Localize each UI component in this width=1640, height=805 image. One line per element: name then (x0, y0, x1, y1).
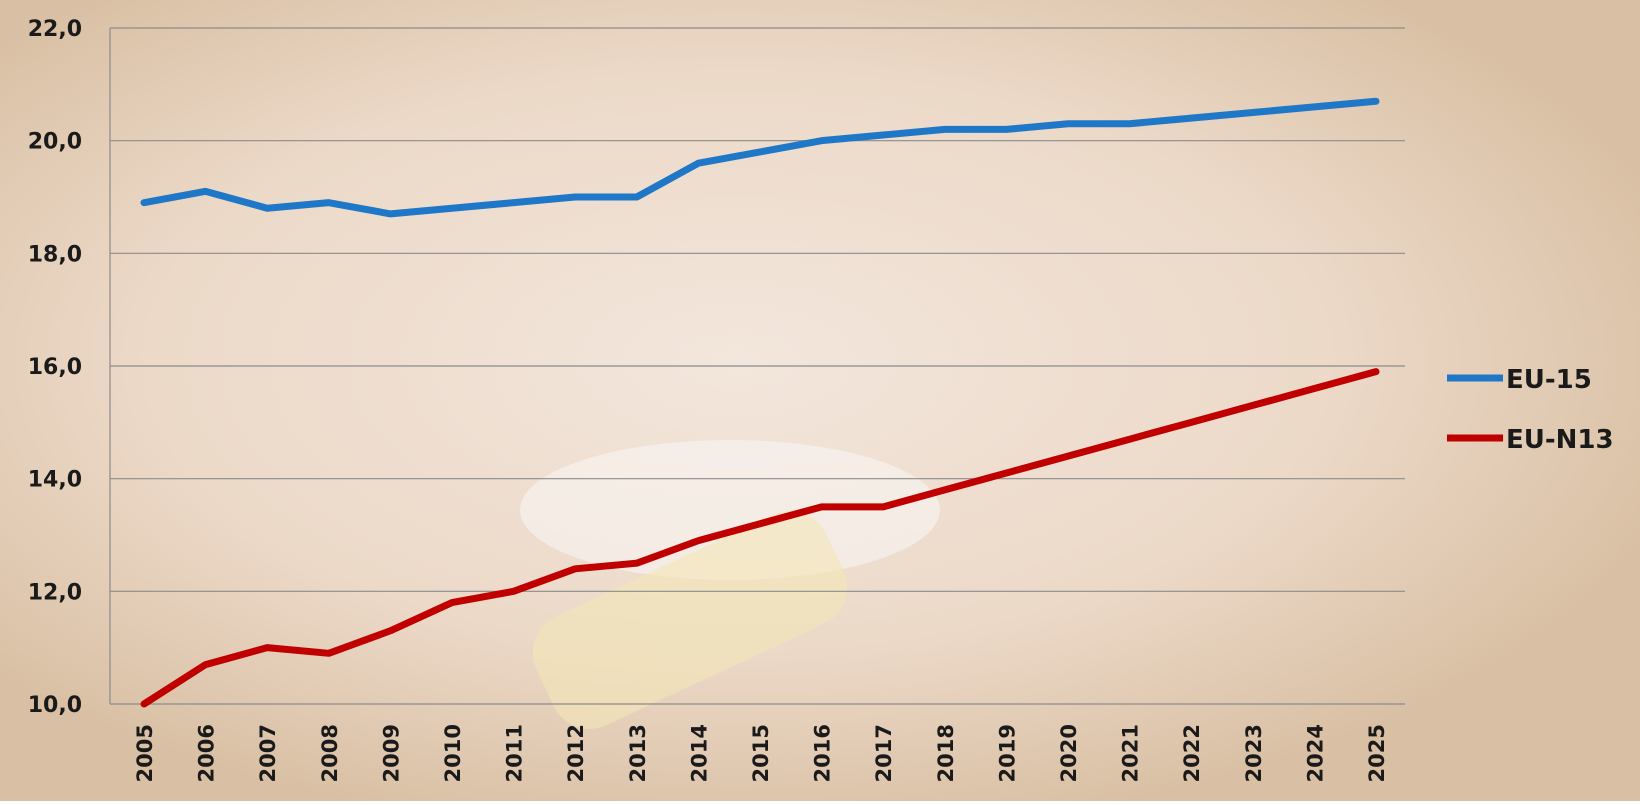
x-tick-label: 2014 (687, 724, 711, 782)
x-tick-label: 2018 (934, 724, 958, 782)
x-tick-label: 2023 (1242, 724, 1266, 782)
x-tick-label: 2010 (441, 724, 465, 782)
x-tick-label: 2012 (564, 724, 588, 782)
y-tick-label: 18,0 (28, 242, 82, 267)
series-line (140, 368, 1380, 708)
y-tick-label: 12,0 (28, 580, 82, 605)
y-tick-label: 22,0 (28, 17, 82, 42)
x-tick-label: 2005 (133, 724, 157, 782)
x-tick-label: 2016 (811, 724, 835, 782)
legend-label: EU-N13 (1506, 425, 1614, 455)
photo-shape (520, 440, 940, 580)
legend-label: EU-15 (1506, 365, 1592, 395)
photo-shape (532, 511, 848, 729)
x-tick-label: 2019 (995, 724, 1019, 782)
x-tick-label: 2007 (256, 724, 280, 782)
x-tick-label: 2022 (1180, 724, 1204, 782)
x-tick-label: 2017 (872, 724, 896, 782)
x-tick-label: 2009 (379, 724, 403, 782)
y-tick-label: 20,0 (28, 130, 82, 155)
series-line (140, 97, 1380, 218)
x-tick-label: 2015 (749, 724, 773, 782)
y-tick-label: 14,0 (28, 468, 82, 493)
x-tick-label: 2021 (1119, 724, 1143, 782)
x-tick-label: 2020 (1057, 724, 1081, 782)
x-tick-label: 2013 (626, 724, 650, 782)
x-tick-label: 2008 (318, 724, 342, 782)
x-tick-label: 2006 (195, 724, 219, 782)
y-tick-label: 16,0 (28, 355, 82, 380)
x-tick-label: 2024 (1303, 724, 1327, 782)
x-tick-label: 2025 (1365, 724, 1389, 782)
x-tick-label: 2011 (503, 724, 527, 782)
y-tick-label: 10,0 (28, 693, 82, 718)
